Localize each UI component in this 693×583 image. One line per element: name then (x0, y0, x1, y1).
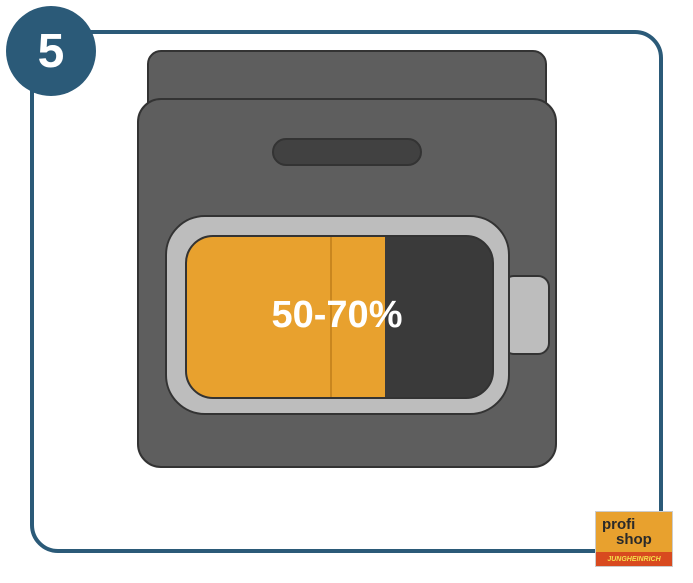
step-number-badge: 5 (6, 6, 96, 96)
device-slot (272, 138, 422, 166)
battery-percent-label: 50-70% (165, 215, 510, 415)
step-number: 5 (38, 24, 65, 79)
logo-top: profi shop (596, 512, 672, 552)
logo-text-1: profi (602, 517, 635, 532)
battery-indicator: 50-70% (165, 215, 550, 415)
logo-subbrand: JUNGHEINRICH (596, 552, 672, 566)
battery-device-illustration: 50-70% (137, 50, 557, 470)
logo-text-2: shop (602, 532, 652, 547)
profishop-logo: profi shop JUNGHEINRICH (595, 511, 673, 567)
